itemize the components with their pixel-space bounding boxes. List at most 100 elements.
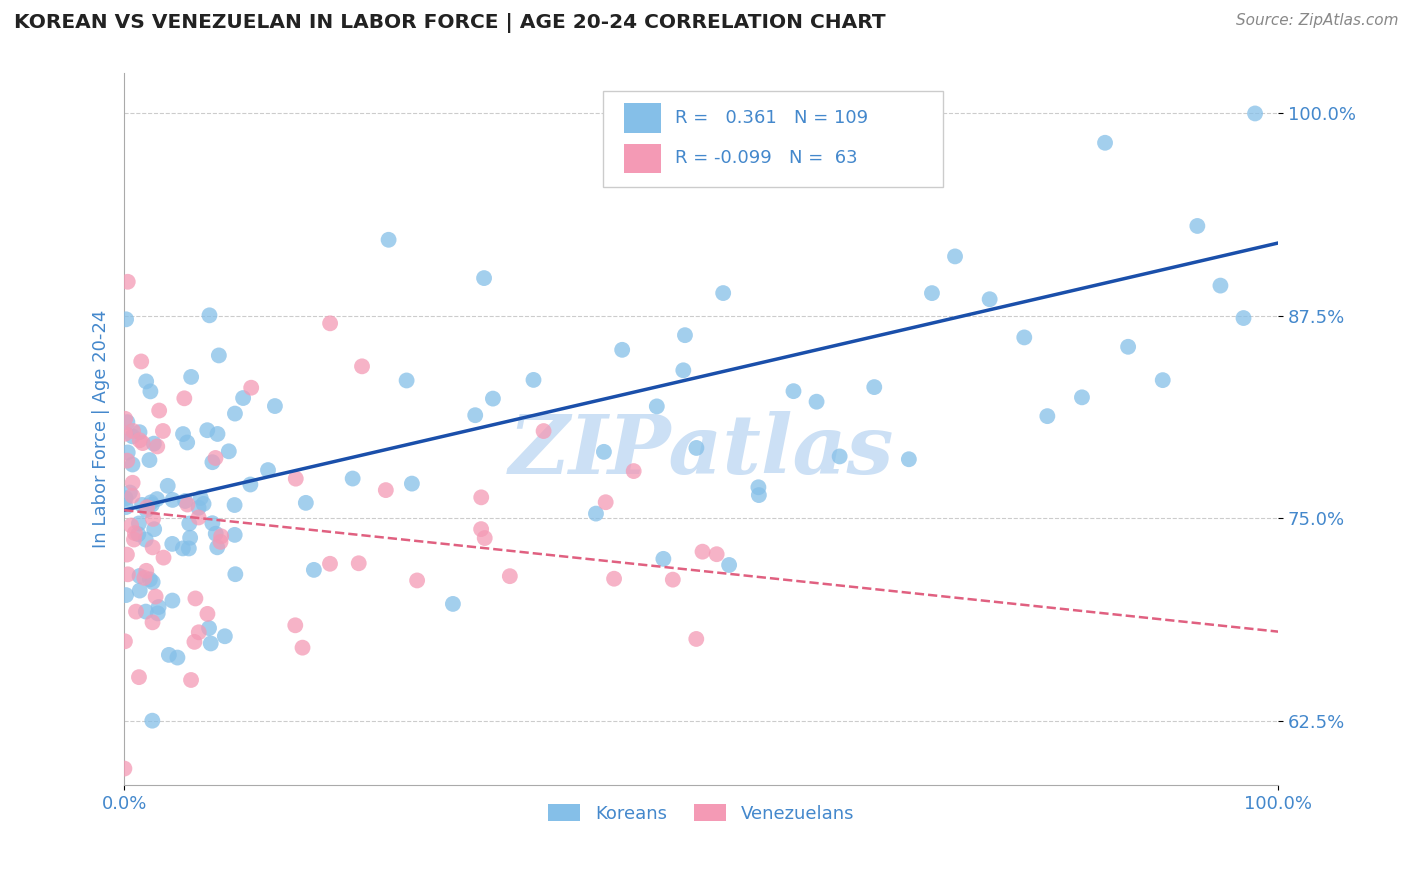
Point <box>1209 278 1232 293</box>
Point <box>224 528 246 542</box>
Point <box>141 498 163 512</box>
Point <box>139 495 162 509</box>
Point <box>135 564 157 578</box>
Point <box>190 491 212 505</box>
Point <box>142 541 165 555</box>
Point <box>201 516 224 531</box>
Point <box>672 363 695 377</box>
Point <box>1012 330 1035 344</box>
Point <box>136 500 159 515</box>
Point <box>673 328 696 343</box>
Point <box>141 714 163 728</box>
Point <box>142 512 165 526</box>
Point <box>132 436 155 450</box>
Point <box>187 500 209 515</box>
Point <box>176 435 198 450</box>
Point <box>214 629 236 643</box>
Point <box>207 541 229 555</box>
Point <box>1244 106 1267 120</box>
Text: R = -0.099   N =  63: R = -0.099 N = 63 <box>675 150 858 168</box>
Point <box>115 500 138 515</box>
Point <box>146 607 169 621</box>
Point <box>979 292 1001 306</box>
Point <box>257 463 280 477</box>
Point <box>1187 219 1209 233</box>
Point <box>146 439 169 453</box>
Point <box>474 531 496 545</box>
Point <box>706 547 728 561</box>
Point <box>135 605 157 619</box>
Point <box>224 498 246 512</box>
Point <box>406 574 429 588</box>
Point <box>172 427 194 442</box>
Point <box>141 615 163 630</box>
Point <box>499 569 522 583</box>
Point <box>232 391 254 405</box>
Point <box>139 573 162 587</box>
Point <box>711 286 734 301</box>
Point <box>128 569 150 583</box>
Point <box>1094 136 1116 150</box>
Text: R =   0.361   N = 109: R = 0.361 N = 109 <box>675 109 868 127</box>
Point <box>118 485 141 500</box>
Point <box>662 573 685 587</box>
Point <box>208 348 231 362</box>
Point <box>187 510 209 524</box>
Point <box>291 640 314 655</box>
Point <box>122 533 145 547</box>
Point <box>142 575 165 590</box>
Point <box>114 491 136 506</box>
Point <box>441 597 464 611</box>
Point <box>264 399 287 413</box>
Point <box>218 444 240 458</box>
Point <box>718 558 741 572</box>
FancyBboxPatch shape <box>603 91 943 187</box>
Point <box>197 607 219 621</box>
Point <box>183 635 205 649</box>
Point <box>114 412 136 426</box>
Point <box>117 415 139 429</box>
Point <box>115 548 138 562</box>
Point <box>128 583 150 598</box>
Point <box>209 529 232 543</box>
Point <box>125 605 148 619</box>
Point <box>204 450 226 465</box>
Point <box>593 445 616 459</box>
Point <box>921 286 943 301</box>
Point <box>200 636 222 650</box>
Point <box>240 381 263 395</box>
Point <box>127 527 149 541</box>
Point <box>114 634 136 648</box>
Point <box>284 472 307 486</box>
Bar <box>624 144 661 173</box>
Point <box>146 492 169 507</box>
Point <box>482 392 505 406</box>
Point <box>342 471 364 485</box>
Point <box>685 441 707 455</box>
Point <box>143 522 166 536</box>
Point <box>782 384 804 399</box>
Point <box>943 249 966 263</box>
Text: ZIPatlas: ZIPatlas <box>509 410 894 491</box>
Text: KOREAN VS VENEZUELAN IN LABOR FORCE | AGE 20-24 CORRELATION CHART: KOREAN VS VENEZUELAN IN LABOR FORCE | AG… <box>14 13 886 33</box>
Point <box>121 429 143 443</box>
Point <box>152 550 174 565</box>
Point <box>374 483 396 497</box>
Point <box>692 544 714 558</box>
Point <box>1116 340 1139 354</box>
Point <box>184 591 207 606</box>
Point <box>115 312 138 326</box>
Point <box>522 373 544 387</box>
Point <box>863 380 886 394</box>
Point <box>1071 390 1094 404</box>
Point <box>114 426 136 441</box>
Point <box>180 673 202 687</box>
Point <box>652 552 675 566</box>
Point <box>1152 373 1174 387</box>
Point <box>172 541 194 556</box>
Point <box>193 497 215 511</box>
Point <box>177 541 200 556</box>
Point <box>148 403 170 417</box>
Point <box>595 495 617 509</box>
Point <box>612 343 634 357</box>
